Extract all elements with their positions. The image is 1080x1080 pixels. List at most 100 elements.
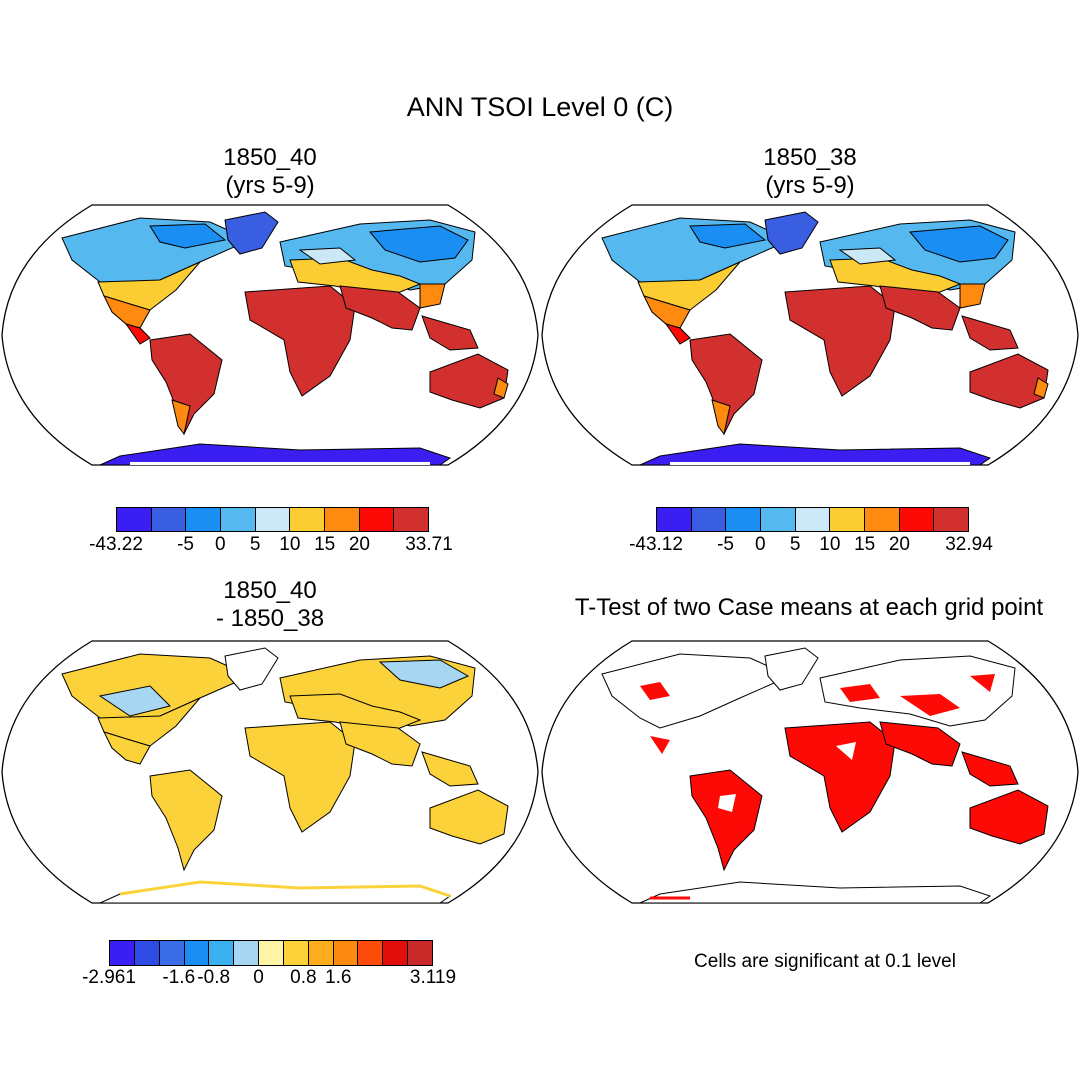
panel3-title-minus: - 1850_38 xyxy=(215,604,325,632)
colorbar-tick-label: 10 xyxy=(279,534,301,555)
colorbar-panel3-labels: -2.961 -1.6 -0.8 0 0.8 1.6 3.119 xyxy=(0,967,540,993)
colorbar-tick-label: -5 xyxy=(717,534,734,555)
colorbar-panel2-labels: -43.12 -5 0 5 10 15 20 32.94 xyxy=(0,534,1080,560)
colorbar-tick-label: -5 xyxy=(177,534,194,555)
map-panel-difference xyxy=(1,640,539,904)
colorbar-tick-label: 0 xyxy=(215,534,226,555)
australia xyxy=(969,789,1049,845)
colorbar-cell xyxy=(290,508,326,531)
colorbar-cell xyxy=(151,508,187,531)
map-panel-1850-40 xyxy=(1,204,539,466)
colorbar-tick-label: 0.8 xyxy=(290,967,317,988)
colorbar-cell xyxy=(283,941,309,965)
colorbar-cell xyxy=(761,508,796,531)
panel4-title: T-Test of two Case means at each grid po… xyxy=(574,594,1044,621)
north-america xyxy=(61,217,252,345)
panel3-title-case: 1850_40 xyxy=(223,577,317,604)
south-asia xyxy=(339,285,479,351)
figure-title: ANN TSOI Level 0 (C) xyxy=(406,92,674,122)
colorbar-cell xyxy=(184,941,210,965)
colorbar-cell xyxy=(726,508,762,531)
greenland xyxy=(224,647,279,691)
panel3-title: 1850_40 - 1850_38 xyxy=(120,577,420,632)
antarctica xyxy=(99,443,452,466)
australia xyxy=(969,353,1049,409)
colorbar-cell xyxy=(234,941,260,965)
colorbar-tick-label: -0.8 xyxy=(197,967,231,988)
colorbar-cell xyxy=(117,508,152,531)
south-asia xyxy=(339,721,479,787)
colorbar-panel2 xyxy=(656,507,969,532)
greenland xyxy=(764,211,819,255)
south-america xyxy=(149,333,223,436)
north-america xyxy=(601,217,792,345)
europe-asia xyxy=(279,219,476,309)
panel2-title-case: 1850_38 xyxy=(763,144,857,171)
colorbar-cell xyxy=(308,941,334,965)
south-asia xyxy=(879,721,1019,787)
europe-asia xyxy=(819,219,1016,309)
map-panel-1850-38 xyxy=(541,204,1079,466)
ttest-significance-note: Cells are significant at 0.1 level xyxy=(694,951,956,972)
panel2-title-years: (yrs 5-9) xyxy=(765,171,855,199)
antarctica xyxy=(639,443,992,466)
colorbar-cell xyxy=(359,508,395,531)
colorbar-tick-label: -43.22 xyxy=(89,534,143,555)
australia xyxy=(429,789,509,845)
colorbar-tick-label: 20 xyxy=(888,534,911,555)
colorbar-cell xyxy=(865,508,900,531)
colorbar-panel1-labels: -43.22 -5 0 5 10 15 20 33.71 xyxy=(0,534,540,560)
panel1-title-years: (yrs 5-9) xyxy=(225,171,315,199)
colorbar-tick-label: 33.71 xyxy=(405,534,453,555)
map-panel-ttest xyxy=(541,640,1079,904)
europe-asia xyxy=(279,655,476,731)
antarctica xyxy=(99,880,452,904)
colorbar-cell xyxy=(255,508,291,531)
greenland xyxy=(224,211,279,255)
colorbar-tick-label: 10 xyxy=(819,534,841,555)
europe-asia xyxy=(819,655,1016,727)
colorbar-cell xyxy=(657,508,692,531)
colorbar-tick-label: 0 xyxy=(755,534,766,555)
south-america xyxy=(689,769,763,872)
south-america xyxy=(149,769,223,872)
colorbar-tick-label: 20 xyxy=(348,534,371,555)
colorbar-tick-label: -1.6 xyxy=(162,967,196,988)
colorbar-tick-label: 5 xyxy=(249,534,261,555)
colorbar-cell xyxy=(394,508,429,531)
colorbar-cell xyxy=(934,508,969,531)
colorbar-cell xyxy=(186,508,222,531)
colorbar-tick-label: 3.119 xyxy=(409,967,457,988)
south-asia xyxy=(879,285,1019,351)
panel1-title: 1850_40 (yrs 5-9) xyxy=(120,144,420,199)
colorbar-cell xyxy=(110,941,135,965)
panel1-title-case: 1850_40 xyxy=(223,144,317,171)
colorbar-cell xyxy=(259,941,284,965)
colorbar-cell xyxy=(159,941,185,965)
colorbar-tick-label: -2.961 xyxy=(82,967,136,988)
south-america xyxy=(689,333,763,436)
north-america xyxy=(601,653,792,754)
panel2-title: 1850_38 (yrs 5-9) xyxy=(660,144,960,199)
australia xyxy=(429,353,509,409)
colorbar-cell xyxy=(221,508,256,531)
colorbar-cell xyxy=(383,941,409,965)
colorbar-cell xyxy=(899,508,935,531)
colorbar-panel3 xyxy=(109,940,433,966)
colorbar-cell xyxy=(358,941,384,965)
colorbar-cell xyxy=(325,508,360,531)
colorbar-cell xyxy=(795,508,831,531)
colorbar-tick-label: 32.94 xyxy=(945,534,993,555)
colorbar-tick-label: 15 xyxy=(314,534,336,555)
colorbar-cell xyxy=(134,941,160,965)
colorbar-cell xyxy=(408,941,432,965)
colorbar-tick-label: 5 xyxy=(789,534,801,555)
north-america xyxy=(61,653,252,765)
colorbar-cell xyxy=(209,941,235,965)
colorbar-tick-label: 0 xyxy=(253,967,264,988)
antarctica xyxy=(639,881,992,904)
colorbar-tick-label: 1.6 xyxy=(325,967,352,988)
colorbar-tick-label: -43.12 xyxy=(629,534,683,555)
colorbar-tick-label: 15 xyxy=(854,534,876,555)
colorbar-cell xyxy=(830,508,866,531)
